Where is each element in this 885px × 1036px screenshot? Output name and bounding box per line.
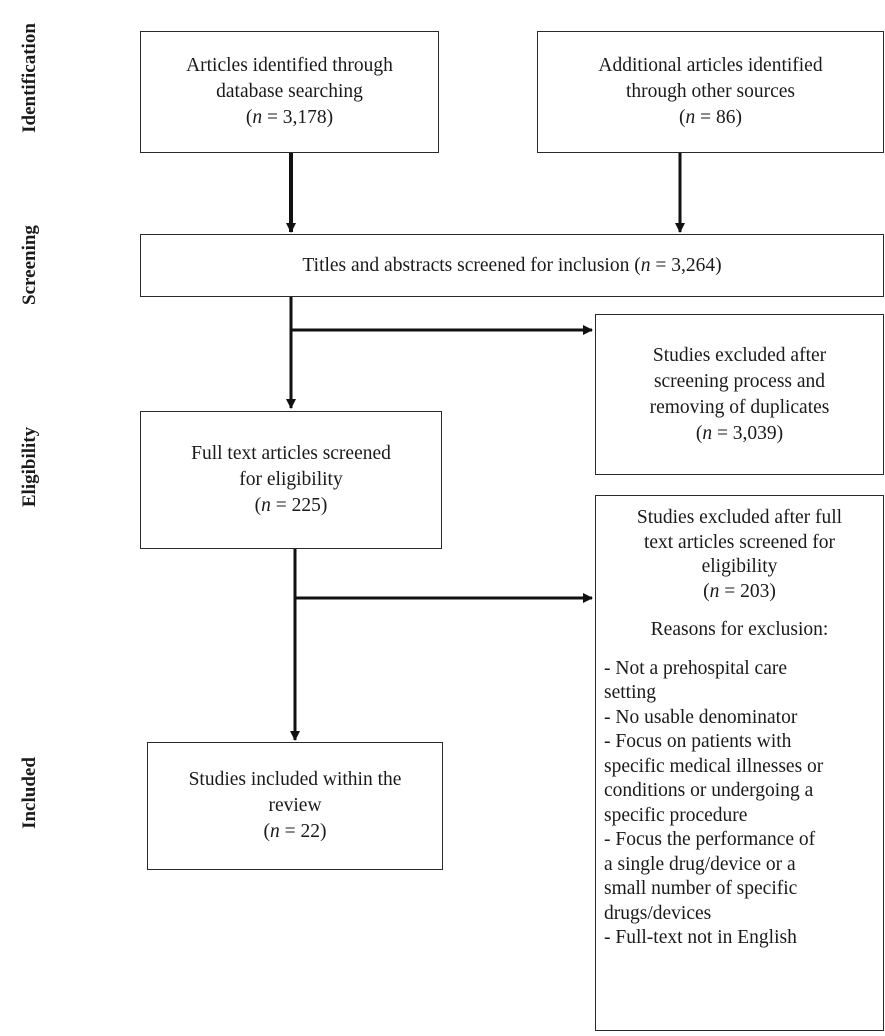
box-count: (n = 3,039): [696, 421, 783, 447]
box-text: Studies excluded after: [653, 343, 826, 369]
box-text: removing of duplicates: [650, 395, 830, 421]
box-text: review: [268, 793, 321, 819]
reason-line: - Full-text not in English: [604, 926, 875, 951]
box-text: screening process and: [654, 369, 825, 395]
box-fulltext-eligibility: Full text articles screened for eligibil…: [140, 411, 442, 549]
box-count: (n = 225): [255, 493, 328, 519]
reason-line: conditions or undergoing a: [604, 779, 875, 804]
reason-line: specific medical illnesses or: [604, 755, 875, 780]
box-titles-screened: Titles and abstracts screened for inclus…: [140, 234, 884, 297]
box-text: Studies excluded after full: [604, 506, 875, 531]
box-text: Additional articles identified: [598, 53, 822, 79]
box-text: Articles identified through: [186, 53, 393, 79]
box-text: text articles screened for: [604, 531, 875, 556]
box-count: (n = 3,178): [246, 105, 333, 131]
reason-line: specific procedure: [604, 804, 875, 829]
box-text: Full text articles screened: [191, 441, 391, 467]
box-excluded-screening: Studies excluded after screening process…: [595, 314, 884, 475]
reason-line: small number of specific: [604, 877, 875, 902]
reason-line: - Not a prehospital care: [604, 657, 875, 682]
reasons-title: Reasons for exclusion:: [604, 618, 875, 643]
box-text: Studies included within the: [189, 767, 402, 793]
box-count: (n = 86): [679, 105, 742, 131]
box-text: eligibility: [604, 555, 875, 580]
box-count: Titles and abstracts screened for inclus…: [302, 253, 721, 279]
box-other-sources: Additional articles identified through o…: [537, 31, 884, 153]
reason-line: - Focus on patients with: [604, 730, 875, 755]
reason-line: - No usable denominator: [604, 706, 875, 731]
reason-line: setting: [604, 681, 875, 706]
box-count: (n = 203): [604, 580, 875, 605]
box-text: through other sources: [626, 79, 795, 105]
reason-line: a single drug/device or a: [604, 853, 875, 878]
box-text: for eligibility: [239, 467, 342, 493]
box-count: (n = 22): [264, 819, 327, 845]
box-excluded-fulltext: Studies excluded after full text article…: [595, 495, 884, 1031]
reason-line: drugs/devices: [604, 902, 875, 927]
box-database-search: Articles identified through database sea…: [140, 31, 439, 153]
box-studies-included: Studies included within the review (n = …: [147, 742, 443, 870]
reason-line: - Focus the performance of: [604, 828, 875, 853]
box-text: database searching: [216, 79, 363, 105]
